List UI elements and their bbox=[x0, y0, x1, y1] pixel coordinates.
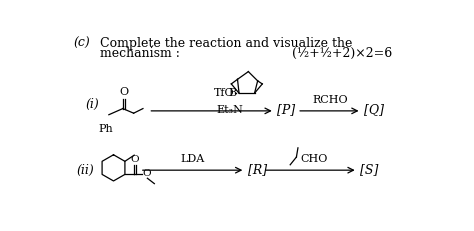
Text: O: O bbox=[131, 155, 139, 164]
Text: LDA: LDA bbox=[181, 154, 205, 164]
Text: [Q]: [Q] bbox=[364, 104, 384, 117]
Text: (ii): (ii) bbox=[76, 164, 94, 177]
Text: [P]: [P] bbox=[277, 104, 295, 117]
Text: (i): (i) bbox=[86, 98, 100, 111]
Text: [S]: [S] bbox=[360, 163, 378, 176]
Text: O: O bbox=[119, 87, 128, 97]
Text: RCHO: RCHO bbox=[312, 95, 347, 106]
Text: Complete the reaction and visualize the: Complete the reaction and visualize the bbox=[100, 37, 352, 50]
Text: Ph: Ph bbox=[99, 124, 113, 134]
Text: [R]: [R] bbox=[247, 163, 267, 176]
Text: O: O bbox=[143, 169, 151, 178]
Text: CHO: CHO bbox=[300, 154, 328, 164]
Text: B: B bbox=[228, 88, 237, 98]
Text: (c): (c) bbox=[73, 37, 90, 50]
Text: Et₃N: Et₃N bbox=[216, 106, 243, 116]
Text: TfO: TfO bbox=[214, 88, 235, 98]
Text: mechanism :: mechanism : bbox=[100, 47, 180, 60]
Text: (½+½+2)×2=6: (½+½+2)×2=6 bbox=[292, 47, 392, 60]
